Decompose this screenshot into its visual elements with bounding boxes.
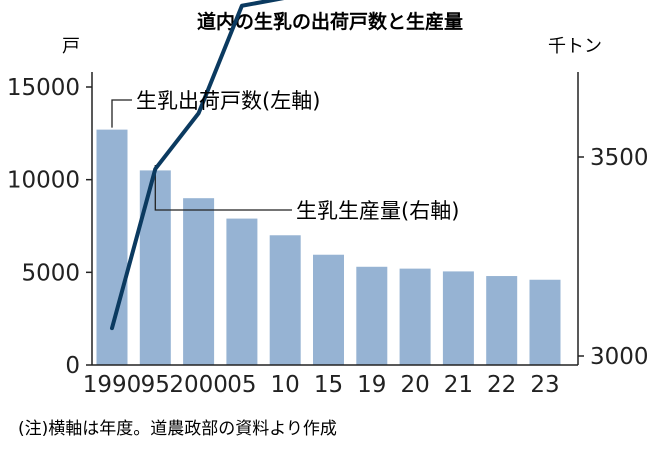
bar-series-annotation: 生乳出荷戸数(左軸) [136, 89, 320, 113]
x-tick-22: 22 [487, 372, 516, 398]
right-tick-labels: 300035004000 [590, 145, 649, 370]
x-tick-10: 10 [271, 372, 300, 398]
bars-group [96, 129, 561, 365]
x-tick-05: 05 [227, 372, 256, 398]
line-annotation-leader [154, 164, 292, 211]
axes-group [86, 72, 584, 366]
bar-10 [269, 235, 301, 365]
right-tick-3500: 3500 [590, 145, 649, 171]
x-tick-labels: 1990 95 2000 05 10 15 19 20 21 22 23 [83, 372, 560, 398]
bar-22 [486, 276, 518, 365]
bar-21 [442, 271, 474, 365]
left-axis-unit: 戸 [62, 36, 80, 57]
annotation-leaders [111, 99, 292, 211]
bar-20 [399, 268, 431, 365]
x-tick-19: 19 [357, 372, 386, 398]
x-tick-2000: 2000 [169, 372, 228, 398]
right-axis-unit: 千トン [548, 36, 602, 57]
bar-19 [356, 266, 388, 365]
line-series-annotation: 生乳生産量(右軸) [296, 199, 459, 223]
bar-23 [529, 279, 561, 365]
production-line [110, 0, 285, 331]
bar-05 [226, 218, 258, 365]
bar-annotation-leader [111, 99, 132, 128]
right-tick-3000: 3000 [590, 344, 649, 370]
bar-2000 [183, 198, 215, 365]
x-tick-1990: 1990 [83, 372, 142, 398]
chart-title: 道内の生乳の出荷戸数と生産量 [197, 10, 463, 33]
left-tick-0: 0 [65, 353, 80, 379]
x-tick-15: 15 [314, 372, 343, 398]
source-note: (注)横軸は年度。道農政部の資料より作成 [18, 419, 337, 439]
x-tick-23: 23 [530, 372, 559, 398]
x-tick-21: 21 [444, 372, 473, 398]
bar-15 [313, 254, 344, 365]
left-tick-10000: 10000 [7, 168, 80, 194]
left-tick-5000: 5000 [21, 260, 80, 286]
left-tick-15000: 15000 [7, 75, 80, 101]
x-tick-95: 95 [141, 372, 170, 398]
x-tick-20: 20 [400, 372, 429, 398]
left-tick-labels: 0 5000 10000 15000 [7, 75, 80, 379]
